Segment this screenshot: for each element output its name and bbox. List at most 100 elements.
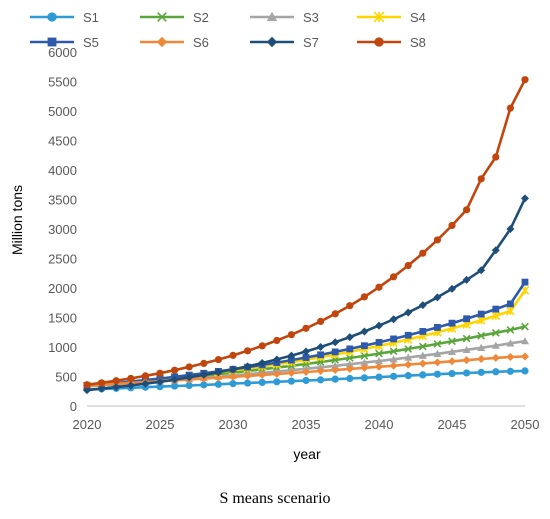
data-point <box>83 381 91 389</box>
data-point <box>316 366 325 375</box>
data-point <box>375 373 383 381</box>
data-point <box>418 359 427 368</box>
data-point <box>317 317 325 325</box>
data-point <box>287 331 295 339</box>
data-point <box>477 310 485 318</box>
data-point <box>448 357 456 366</box>
data-point <box>156 383 164 391</box>
data-point <box>375 349 383 358</box>
data-point <box>302 367 310 376</box>
data-point <box>200 381 208 389</box>
data-point <box>404 261 412 270</box>
data-point <box>390 335 397 343</box>
legend-label: S3 <box>303 10 319 25</box>
data-point <box>229 380 237 388</box>
data-point <box>521 278 529 286</box>
data-point <box>331 348 339 356</box>
legend-item-S2: S2 <box>140 10 209 25</box>
data-point <box>506 225 515 233</box>
y-tick-label: 6000 <box>48 45 77 60</box>
legend-label: S2 <box>193 10 209 25</box>
data-point <box>404 372 412 380</box>
data-point <box>506 104 514 112</box>
data-point <box>273 336 281 345</box>
data-point <box>346 302 354 310</box>
legend-label: S5 <box>83 35 99 50</box>
data-point <box>433 370 441 378</box>
data-point <box>434 324 441 331</box>
legend-label: S6 <box>193 35 209 50</box>
data-point <box>156 36 168 48</box>
legend-label: S7 <box>303 35 319 50</box>
data-point <box>521 367 529 375</box>
data-point <box>433 358 442 367</box>
data-point <box>433 236 441 244</box>
data-point <box>506 326 515 334</box>
x-tick-label: 2045 <box>438 417 467 432</box>
data-point <box>361 342 368 350</box>
data-point <box>243 371 252 380</box>
data-point <box>360 327 369 336</box>
data-point <box>317 351 324 359</box>
data-point <box>302 324 310 332</box>
data-point <box>491 328 500 337</box>
data-point <box>200 359 208 368</box>
data-point <box>214 355 222 364</box>
data-point <box>243 362 252 371</box>
data-point <box>462 275 471 284</box>
data-point <box>390 372 398 380</box>
data-point <box>171 382 179 390</box>
data-point <box>345 360 354 368</box>
data-point <box>316 343 325 351</box>
data-point <box>229 372 237 381</box>
data-point <box>266 11 278 22</box>
legend-item-S4: S4 <box>357 10 426 25</box>
data-point <box>389 361 398 370</box>
data-point <box>492 305 500 313</box>
data-point <box>288 356 295 364</box>
x-axis-title: year <box>293 446 321 462</box>
data-point <box>345 333 354 342</box>
data-point <box>448 347 456 356</box>
data-point <box>419 371 427 379</box>
data-point <box>462 356 471 365</box>
data-point <box>506 306 515 316</box>
data-point <box>360 293 368 301</box>
data-point <box>419 328 427 335</box>
x-tick-label: 2025 <box>146 417 175 432</box>
data-point <box>360 358 369 366</box>
data-point <box>316 363 325 371</box>
y-axis-title: Million tons <box>9 185 25 255</box>
data-point <box>491 341 500 349</box>
legend-label: S8 <box>410 35 426 50</box>
x-tick-label: 2030 <box>219 417 248 432</box>
data-point <box>83 386 91 395</box>
y-tick-label: 0 <box>70 399 77 414</box>
data-point <box>331 365 340 374</box>
data-point <box>302 354 310 361</box>
data-point <box>462 334 471 343</box>
data-point <box>506 353 515 362</box>
legend-item-S1: S1 <box>30 10 99 25</box>
data-point <box>507 300 514 308</box>
data-point <box>418 342 427 351</box>
data-point <box>418 351 427 359</box>
data-point <box>448 369 456 378</box>
data-point <box>185 381 193 390</box>
data-point <box>360 374 368 382</box>
data-point <box>199 370 208 379</box>
x-axis-ticks: 2020 2025 2030 2035 2040 2045 2050 <box>73 417 540 432</box>
data-point <box>317 376 325 384</box>
legend-item-S6: S6 <box>140 35 209 50</box>
data-point <box>448 221 456 230</box>
data-point <box>492 368 500 376</box>
data-point <box>185 373 194 382</box>
y-axis-ticks: 0 500 1000 1500 2000 2500 3000 3500 4000 4500 5000… <box>48 45 77 414</box>
data-point <box>477 368 485 376</box>
data-point <box>506 339 515 347</box>
x-tick-label: 2035 <box>292 417 321 432</box>
y-tick-label: 5000 <box>48 104 77 119</box>
legend-label: S1 <box>83 10 99 25</box>
data-point <box>47 37 57 47</box>
data-point <box>491 246 500 255</box>
